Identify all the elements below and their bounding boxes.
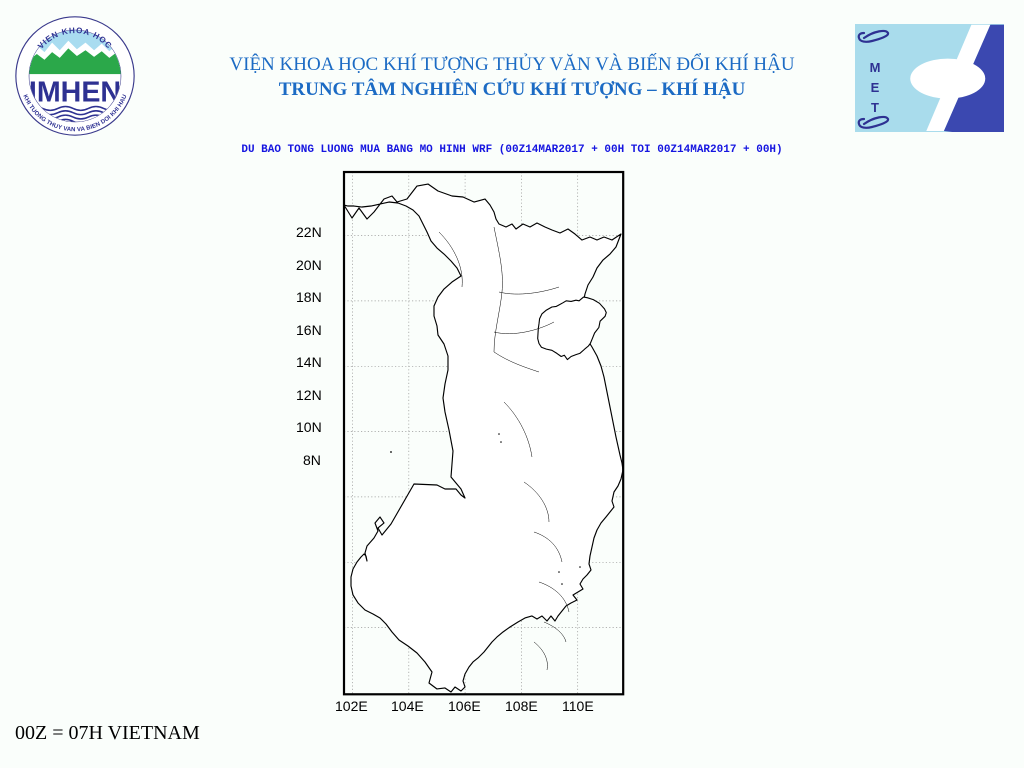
svg-text:T: T bbox=[871, 100, 879, 115]
